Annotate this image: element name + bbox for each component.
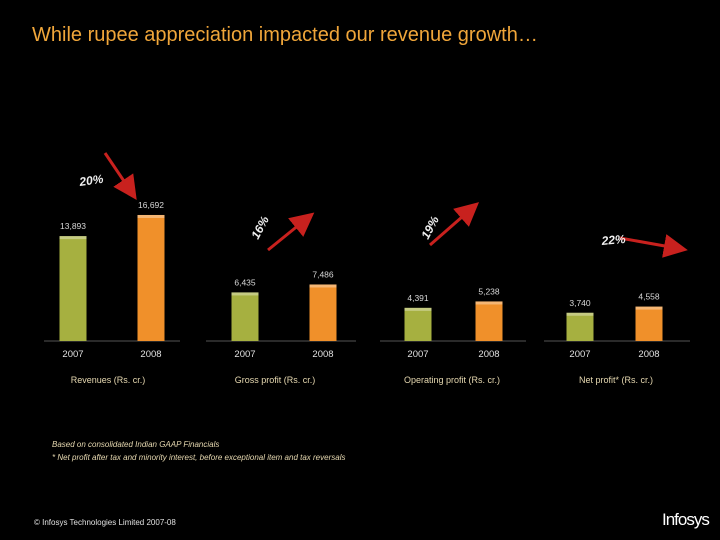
chart-title-revenues: Revenues (Rs. cr.) [70, 375, 146, 385]
bar-revenues-2007 [59, 236, 87, 341]
value-label-revenues-2007: 13,893 [60, 221, 86, 231]
footnote-gaap: Based on consolidated Indian GAAP Financ… [52, 440, 220, 449]
copyright: © Infosys Technologies Limited 2007-08 [34, 518, 176, 527]
bar-highlight-net-profit-2007 [566, 312, 594, 316]
chart-title-gross-profit: Gross profit (Rs. cr.) [234, 375, 316, 385]
growth-arrow-operating-profit [429, 202, 480, 247]
value-label-gross-profit-2008: 7,486 [312, 269, 334, 279]
tick-label-revenues-2008: 2008 [140, 349, 161, 360]
chart-title-operating-profit: Operating profit (Rs. cr.) [403, 375, 501, 385]
bar-gross-profit-2008 [309, 284, 337, 341]
tick-label-net-profit-2008: 2008 [638, 349, 659, 360]
value-label-gross-profit-2007: 6,435 [234, 277, 256, 287]
bar-revenues-2008 [137, 214, 165, 341]
growth-label-revenues: 20% [77, 172, 104, 189]
growth-arrow-revenues [103, 152, 137, 200]
bar-net-profit-2007 [566, 312, 594, 341]
growth-label-net-profit: 22% [600, 232, 626, 248]
bar-highlight-operating-profit-2008 [475, 301, 503, 305]
bar-highlight-revenues-2008 [137, 214, 165, 218]
bar-highlight-operating-profit-2007 [404, 307, 432, 311]
tick-label-operating-profit-2007: 2007 [407, 349, 428, 360]
bar-gross-profit-2007 [231, 292, 259, 341]
value-label-net-profit-2007: 3,740 [569, 298, 591, 308]
footnote-net-profit: * Net profit after tax and minority inte… [52, 453, 346, 462]
bar-highlight-net-profit-2008 [635, 306, 663, 310]
growth-arrow-net-profit [619, 234, 688, 258]
value-label-revenues-2008: 16,692 [138, 200, 164, 210]
value-label-operating-profit-2007: 4,391 [407, 293, 429, 303]
bar-highlight-revenues-2007 [59, 236, 87, 240]
tick-label-net-profit-2007: 2007 [569, 349, 590, 360]
tick-label-revenues-2007: 2007 [62, 349, 83, 360]
growth-label-gross-profit: 16% [248, 213, 272, 241]
bar-highlight-gross-profit-2007 [231, 292, 259, 296]
bar-net-profit-2008 [635, 306, 663, 341]
bar-operating-profit-2008 [475, 301, 503, 341]
bar-highlight-gross-profit-2008 [309, 284, 337, 288]
page-title: While rupee appreciation impacted our re… [32, 24, 538, 46]
value-label-operating-profit-2008: 5,238 [478, 286, 500, 296]
tick-label-gross-profit-2008: 2008 [312, 349, 333, 360]
tick-label-gross-profit-2007: 2007 [234, 349, 255, 360]
chart-title-net-profit: Net profit* (Rs. cr.) [578, 375, 654, 385]
bar-operating-profit-2007 [404, 307, 432, 341]
growth-arrow-gross-profit [267, 212, 315, 252]
infosys-logo: Infosys [662, 510, 710, 529]
value-label-net-profit-2008: 4,558 [638, 292, 660, 302]
tick-label-operating-profit-2008: 2008 [478, 349, 499, 360]
